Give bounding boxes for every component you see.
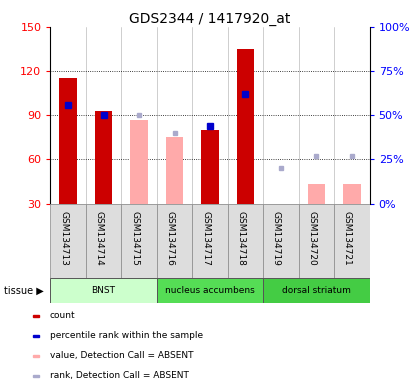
Text: GSM134716: GSM134716 xyxy=(165,211,175,266)
Text: GSM134714: GSM134714 xyxy=(94,211,104,266)
Bar xyxy=(157,204,192,278)
Bar xyxy=(334,204,370,278)
Bar xyxy=(343,184,361,204)
Text: rank, Detection Call = ABSENT: rank, Detection Call = ABSENT xyxy=(50,371,189,380)
Bar xyxy=(50,204,86,278)
Text: value, Detection Call = ABSENT: value, Detection Call = ABSENT xyxy=(50,351,193,360)
Bar xyxy=(165,137,184,204)
Text: GSM134719: GSM134719 xyxy=(272,211,281,266)
Text: tissue ▶: tissue ▶ xyxy=(4,286,44,296)
Bar xyxy=(307,184,325,204)
Bar xyxy=(33,355,39,357)
Bar xyxy=(192,204,228,278)
Bar xyxy=(130,120,148,204)
Bar xyxy=(263,204,299,278)
Text: GSM134720: GSM134720 xyxy=(307,211,316,266)
Text: GSM134721: GSM134721 xyxy=(343,211,352,266)
Bar xyxy=(157,278,263,303)
Text: percentile rank within the sample: percentile rank within the sample xyxy=(50,331,203,340)
Bar xyxy=(263,278,370,303)
Text: GSM134718: GSM134718 xyxy=(236,211,245,266)
Bar xyxy=(121,204,157,278)
Text: count: count xyxy=(50,311,76,321)
Bar xyxy=(86,204,121,278)
Text: dorsal striatum: dorsal striatum xyxy=(282,286,351,295)
Text: nucleus accumbens: nucleus accumbens xyxy=(165,286,255,295)
Bar xyxy=(95,111,113,204)
Bar xyxy=(201,130,219,204)
Bar xyxy=(33,375,39,377)
Text: BNST: BNST xyxy=(92,286,116,295)
Title: GDS2344 / 1417920_at: GDS2344 / 1417920_at xyxy=(129,12,291,26)
Bar xyxy=(236,49,255,204)
Text: GSM134715: GSM134715 xyxy=(130,211,139,266)
Bar xyxy=(228,204,263,278)
Bar xyxy=(59,78,77,204)
Bar xyxy=(299,204,334,278)
Bar xyxy=(33,315,39,317)
Bar xyxy=(33,335,39,337)
Bar xyxy=(50,278,157,303)
Text: GSM134713: GSM134713 xyxy=(59,211,68,266)
Text: GSM134717: GSM134717 xyxy=(201,211,210,266)
